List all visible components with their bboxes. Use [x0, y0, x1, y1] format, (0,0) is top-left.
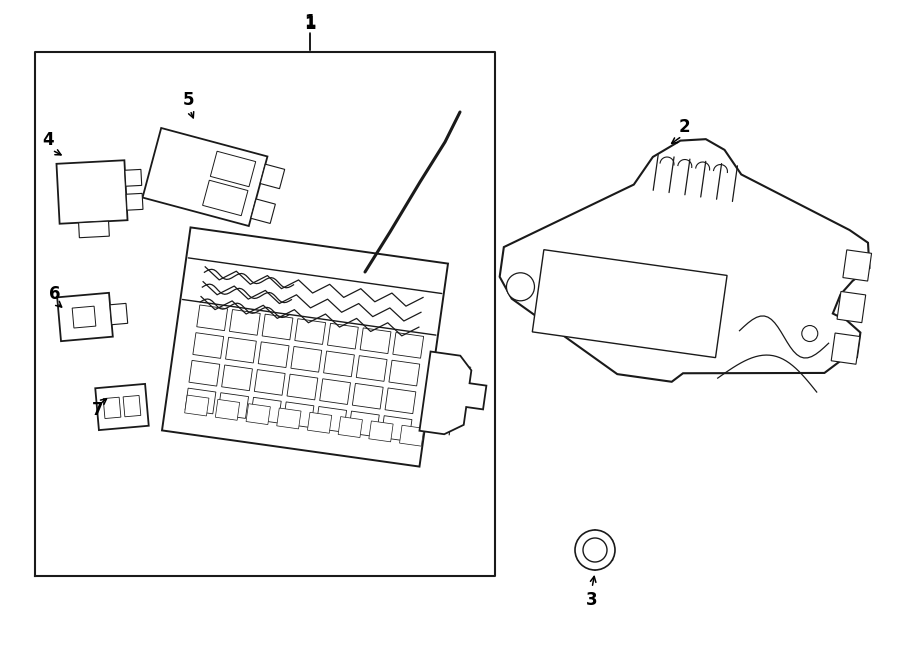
Polygon shape	[262, 314, 292, 340]
Polygon shape	[532, 250, 727, 357]
Polygon shape	[348, 411, 379, 437]
Polygon shape	[369, 421, 393, 442]
Polygon shape	[125, 169, 141, 186]
Polygon shape	[142, 128, 267, 226]
Polygon shape	[500, 139, 869, 382]
Polygon shape	[215, 399, 239, 420]
Polygon shape	[389, 360, 419, 386]
Polygon shape	[250, 397, 281, 423]
Polygon shape	[202, 180, 248, 216]
Text: 3: 3	[586, 591, 598, 609]
Polygon shape	[308, 412, 332, 433]
Polygon shape	[211, 151, 256, 187]
Polygon shape	[230, 310, 260, 335]
Polygon shape	[58, 293, 112, 341]
Polygon shape	[258, 342, 289, 367]
Polygon shape	[419, 352, 486, 434]
Circle shape	[575, 530, 615, 570]
Text: 1: 1	[304, 15, 316, 33]
Polygon shape	[110, 303, 128, 324]
Text: 2: 2	[679, 118, 689, 136]
Polygon shape	[328, 323, 358, 349]
Polygon shape	[392, 332, 424, 358]
Polygon shape	[837, 291, 866, 322]
Circle shape	[507, 273, 535, 301]
Text: 7: 7	[92, 401, 104, 419]
Polygon shape	[324, 351, 355, 377]
Polygon shape	[226, 337, 256, 363]
Polygon shape	[185, 388, 216, 414]
Polygon shape	[104, 397, 121, 418]
Text: 5: 5	[182, 91, 194, 109]
Polygon shape	[57, 160, 128, 224]
Circle shape	[583, 538, 607, 562]
Polygon shape	[295, 318, 326, 344]
Polygon shape	[218, 393, 248, 418]
Polygon shape	[162, 228, 448, 467]
Polygon shape	[189, 360, 220, 386]
Polygon shape	[291, 346, 321, 372]
Text: 1: 1	[304, 13, 316, 31]
Polygon shape	[193, 333, 224, 358]
Polygon shape	[221, 365, 252, 391]
Polygon shape	[400, 425, 424, 446]
Polygon shape	[246, 404, 270, 424]
Polygon shape	[78, 221, 109, 238]
Polygon shape	[385, 388, 416, 414]
Polygon shape	[284, 402, 314, 428]
Polygon shape	[197, 305, 228, 330]
Polygon shape	[338, 416, 363, 438]
Circle shape	[802, 326, 818, 342]
Polygon shape	[360, 328, 391, 354]
Polygon shape	[287, 374, 318, 400]
Polygon shape	[126, 193, 143, 211]
Polygon shape	[184, 395, 209, 416]
Polygon shape	[316, 406, 346, 432]
Polygon shape	[251, 199, 275, 224]
Polygon shape	[381, 416, 412, 442]
Polygon shape	[95, 384, 148, 430]
Polygon shape	[277, 408, 301, 429]
Polygon shape	[356, 355, 387, 381]
Polygon shape	[843, 250, 871, 281]
Polygon shape	[123, 395, 140, 417]
Polygon shape	[832, 333, 860, 364]
Polygon shape	[353, 383, 383, 409]
Polygon shape	[320, 379, 350, 404]
Polygon shape	[255, 369, 285, 395]
Polygon shape	[260, 164, 284, 189]
Polygon shape	[72, 306, 95, 328]
Text: 6: 6	[50, 285, 61, 303]
Text: 4: 4	[42, 131, 54, 149]
